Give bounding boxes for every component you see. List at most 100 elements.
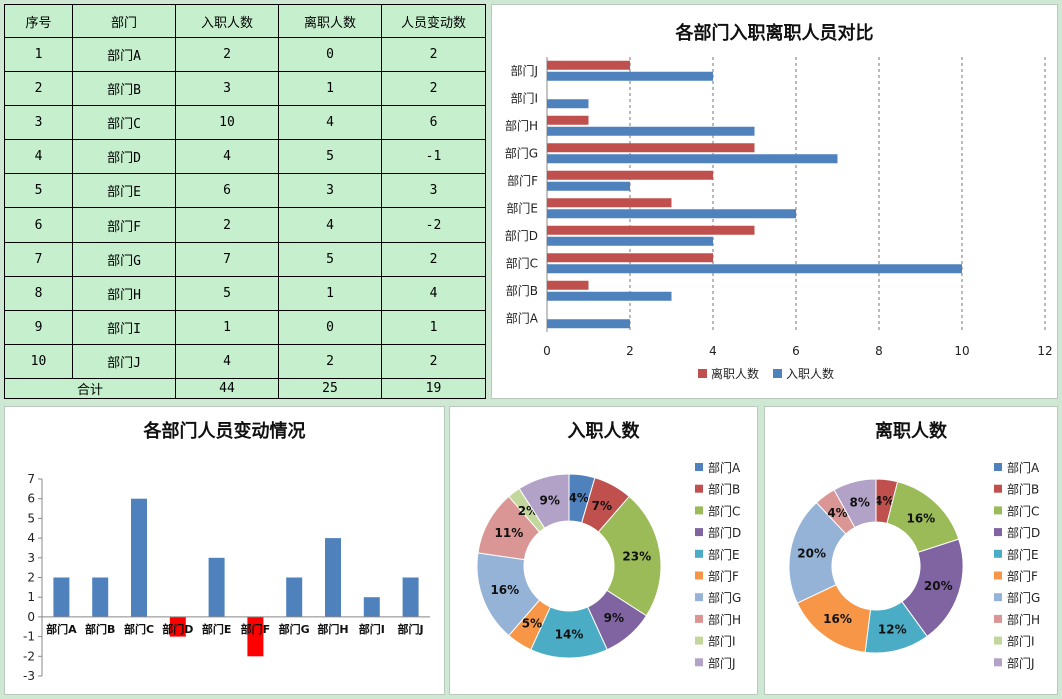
cell-change: 6: [381, 105, 486, 141]
y-tick-label: 3: [27, 551, 35, 565]
slice-percent-label: 16%: [823, 612, 852, 626]
bar-hired: [547, 154, 838, 164]
total-label: 合计: [4, 378, 176, 399]
header-change: 人员变动数: [381, 4, 486, 38]
data-table: 序号 部门 入职人数 离职人数 人员变动数 1 部门A 2 0 2 2 部门B 3 1 2 3 部门C…: [4, 4, 486, 399]
header-left: 离职人数: [278, 4, 382, 38]
legend-label: 部门A: [1007, 460, 1040, 475]
cell-department: 部门D: [72, 139, 176, 175]
legend-swatch: [695, 571, 703, 580]
legend-swatch: [994, 506, 1002, 515]
legend-swatch: [994, 463, 1002, 471]
left-donut-panel: 离职人数 4% 16% 20% 12% 16% 20% 4% 8% 部门A 部门B 部门C 部门D 部门…: [764, 406, 1058, 695]
legend-label: 部门J: [708, 655, 736, 670]
legend-label: 部门I: [708, 634, 736, 649]
legend-swatch: [994, 528, 1002, 537]
cell-left: 0: [278, 309, 382, 345]
y-category-label: 部门C: [506, 255, 538, 270]
legend-swatch-hired: [773, 369, 782, 378]
cell-hired: 6: [175, 173, 279, 209]
legend-label: 部门C: [708, 503, 740, 518]
y-category-label: 部门D: [505, 228, 538, 243]
slice-percent-label: 23%: [622, 549, 651, 563]
slice-percent-label: 9%: [604, 611, 624, 625]
legend-swatch: [994, 636, 1002, 645]
total-hired: 44: [175, 378, 279, 399]
y-category-label: 部门I: [510, 90, 538, 105]
x-category-label: 部门D: [162, 622, 193, 636]
legend-label: 部门D: [708, 525, 741, 540]
y-category-label: 部门B: [506, 283, 538, 298]
legend-swatch: [695, 528, 703, 537]
legend-label: 部门F: [708, 569, 739, 584]
table-row: 4 部门D 4 5 -1: [4, 139, 486, 175]
cell-left: 5: [278, 139, 382, 175]
legend-swatch: [994, 571, 1002, 580]
cell-index: 8: [4, 275, 73, 311]
bar-hired: [547, 264, 962, 274]
bar-hired: [547, 236, 713, 246]
bar-left: [547, 280, 589, 290]
cell-department: 部门A: [72, 36, 176, 73]
cell-hired: 7: [175, 241, 279, 277]
legend-label: 部门F: [1007, 569, 1038, 584]
cell-department: 部门I: [72, 309, 176, 345]
slice-percent-label: 4%: [569, 491, 589, 505]
bar-hired: [547, 319, 630, 329]
change-chart-panel: 各部门人员变动情况 -3 -2 -1 0 1 2 3 4 5 6 7 部门A 部门B 部门C 部门D 部门E 部…: [4, 406, 445, 695]
slice-percent-label: 16%: [490, 583, 519, 597]
slice-percent-label: 8%: [850, 496, 870, 510]
cell-hired: 2: [175, 36, 279, 73]
cell-hired: 5: [175, 275, 279, 311]
legend-swatch: [695, 549, 703, 558]
legend-swatch: [695, 636, 703, 645]
comparison-chart: 0 2 4 6 8 10 12 部门A 部门B 部门C 部门D 部门E 部门F 部门G 部门H 部门I 部门J 离…: [505, 57, 1053, 381]
cell-index: 5: [4, 173, 73, 209]
y-tick-label: -3: [23, 669, 35, 683]
comparison-chart-title: 各部门入职离职人员对比: [675, 23, 874, 44]
slice-percent-label: 14%: [555, 628, 584, 642]
donut-slice: [518, 473, 570, 529]
cell-hired: 1: [175, 309, 279, 345]
change-bar: [131, 498, 147, 617]
legend-label-left: 离职人数: [711, 366, 759, 381]
y-category-label: 部门G: [505, 145, 538, 160]
change-bar: [325, 538, 341, 617]
table-header-row: 序号 部门 入职人数 离职人数 人员变动数: [4, 4, 486, 38]
change-bar: [402, 577, 419, 617]
x-category-label: 部门I: [359, 622, 385, 636]
legend-label: 部门H: [1007, 612, 1040, 627]
cell-change: 2: [381, 343, 486, 380]
bar-left: [547, 170, 713, 180]
bar-hired: [547, 99, 589, 109]
cell-change: -2: [381, 207, 486, 243]
legend-swatch: [695, 463, 703, 471]
y-category-label: 部门F: [507, 173, 538, 188]
slice-percent-label: 11%: [495, 526, 524, 540]
legend-label: 部门E: [1007, 547, 1039, 562]
legend-swatch: [994, 614, 1002, 623]
total-left: 25: [278, 378, 382, 399]
y-tick-label: 5: [27, 511, 35, 525]
slice-percent-label: 20%: [924, 579, 953, 593]
legend-swatch: [695, 614, 703, 623]
legend-label: 部门G: [1007, 590, 1040, 605]
legend-label: 部门A: [708, 460, 741, 475]
cell-change: 1: [381, 309, 486, 345]
cell-department: 部门H: [72, 275, 176, 311]
legend-label: 部门C: [1007, 503, 1039, 518]
y-tick-label: -1: [23, 630, 35, 644]
data-table-panel: 序号 部门 入职人数 离职人数 人员变动数 1 部门A 2 0 2 2 部门B 3 1 2 3 部门C…: [4, 4, 486, 399]
cell-hired: 10: [175, 105, 279, 141]
y-tick-label: 7: [27, 472, 35, 486]
legend-swatch: [695, 658, 703, 667]
cell-department: 部门E: [72, 173, 176, 209]
table-row: 2 部门B 3 1 2: [4, 71, 486, 107]
left-donut-chart: 4%16%20%12%16%20%4%8%部门A部门B部门C部门D部门E部门F部…: [788, 460, 1040, 670]
cell-left: 2: [278, 343, 382, 380]
slice-percent-label: 16%: [906, 511, 935, 525]
slice-percent-label: 7%: [592, 499, 612, 513]
change-bar: [53, 577, 70, 617]
change-chart-title: 各部门人员变动情况: [143, 421, 306, 442]
x-category-label: 部门C: [124, 622, 154, 636]
